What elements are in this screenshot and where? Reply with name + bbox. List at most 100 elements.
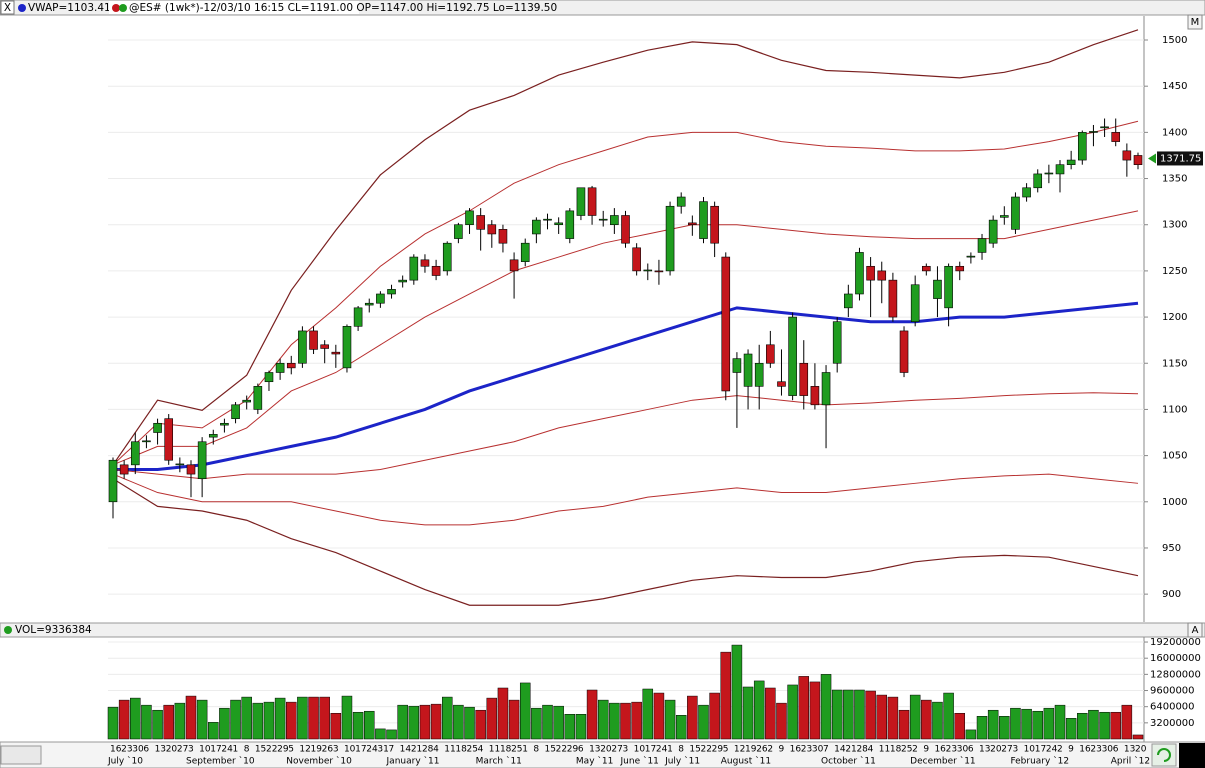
candle-body (1100, 126, 1109, 129)
x-tick-label: 4 (433, 745, 439, 755)
candle-body (175, 463, 185, 466)
last-price-box (1157, 151, 1203, 166)
volume-bar (954, 712, 965, 740)
volume-bar (263, 701, 275, 740)
candle-body (220, 422, 229, 426)
x-tick-label: 8 (533, 745, 539, 755)
band-line (112, 29, 1139, 466)
month-label: June `11 (620, 756, 659, 767)
volume-bar (820, 674, 832, 740)
volume-bar (375, 728, 386, 740)
candle-body (342, 326, 352, 369)
band-line (112, 478, 1139, 606)
candle-body (766, 344, 775, 364)
band-line (112, 473, 1139, 526)
volume-bar (286, 701, 297, 740)
volume-bar (653, 692, 665, 740)
x-tick-label: 12 (299, 745, 310, 755)
candle-body (309, 330, 318, 350)
volume-bar (1054, 704, 1066, 740)
y-tick-label: 9600000 (1150, 686, 1195, 697)
y-tick-label: 1200 (1162, 312, 1187, 323)
x-tick-label: 24 (1046, 745, 1058, 755)
candle-body (810, 386, 820, 406)
volume-button-label[interactable]: A (1192, 625, 1199, 636)
volume-bar (609, 702, 620, 740)
x-tick-label: 13 (155, 745, 166, 755)
month-label: February `12 (1010, 756, 1069, 767)
x-tick-label: 8 (244, 745, 250, 755)
volume-bar (597, 699, 609, 740)
x-tick-label: 18 (455, 745, 467, 755)
month-label: September `10 (186, 756, 255, 767)
volume-bar (765, 687, 776, 740)
x-tick-label: 3 (333, 745, 339, 755)
volume-bar (642, 688, 654, 740)
y-tick-label: 1100 (1162, 404, 1187, 415)
volume-bar (687, 695, 698, 740)
x-tick-label: 23 (1090, 745, 1101, 755)
volume-button[interactable] (1187, 622, 1203, 638)
month-label: August `11 (721, 756, 771, 767)
volume-bar (107, 706, 119, 740)
month-label: July `11 (664, 756, 700, 767)
candle-body (476, 215, 485, 230)
volume-bar (230, 699, 241, 740)
volume-bar (921, 699, 932, 740)
volume-bar (976, 716, 988, 740)
candle-body (944, 265, 953, 309)
volume-bar (430, 703, 442, 740)
candle-body (532, 219, 541, 235)
candle-body (632, 247, 641, 272)
volume-bar (531, 707, 542, 740)
scroll-box[interactable] (0, 745, 42, 765)
candle-body (821, 372, 831, 406)
candle-body (621, 215, 630, 244)
panel-button[interactable] (1187, 14, 1203, 30)
candle-body (130, 441, 140, 466)
candle-body (264, 372, 274, 383)
volume-bar (319, 696, 330, 740)
candle-body (877, 270, 887, 281)
volume-bar (709, 692, 720, 740)
volume-bar (965, 729, 977, 740)
x-tick-label: 10 (1024, 745, 1036, 755)
x-tick-label: 23 (946, 745, 957, 755)
vwap-dot (18, 4, 26, 12)
volume-bar (943, 692, 954, 740)
volume-bar (999, 716, 1010, 740)
volume-bar (987, 709, 999, 740)
x-tick-label: 22 (556, 745, 567, 755)
y-tick-label: 1050 (1162, 451, 1187, 462)
panel-button-label[interactable]: M (1191, 17, 1200, 28)
symbol-dot-red (112, 4, 120, 12)
candle-body (275, 362, 285, 373)
close-box[interactable] (0, 0, 15, 15)
x-tick-label: 6 (143, 745, 149, 755)
month-label: March `11 (476, 756, 522, 767)
y-tick-label: 900 (1162, 589, 1181, 600)
x-tick-label: 20 (1135, 745, 1147, 755)
candle-body (732, 358, 742, 373)
refresh-button[interactable] (1151, 743, 1177, 767)
volume-bar (1010, 707, 1021, 740)
volume-bar (241, 696, 252, 740)
candle-body (1066, 159, 1076, 165)
color-box[interactable] (1179, 743, 1205, 768)
volume-bar (564, 714, 576, 740)
volume-bar (208, 722, 219, 740)
candle-body (164, 418, 174, 461)
close-button[interactable]: X (4, 2, 11, 14)
x-tick-label: 16 (1079, 745, 1091, 755)
candle-body (331, 351, 341, 355)
candle-body (899, 330, 909, 373)
volume-bar (586, 689, 598, 740)
candle-body (142, 440, 151, 443)
candle-body (966, 255, 976, 258)
candle-body (298, 330, 307, 364)
candle-body (409, 256, 419, 281)
candle-body (855, 252, 864, 295)
candle-body (208, 434, 218, 438)
volume-bar (731, 644, 743, 740)
